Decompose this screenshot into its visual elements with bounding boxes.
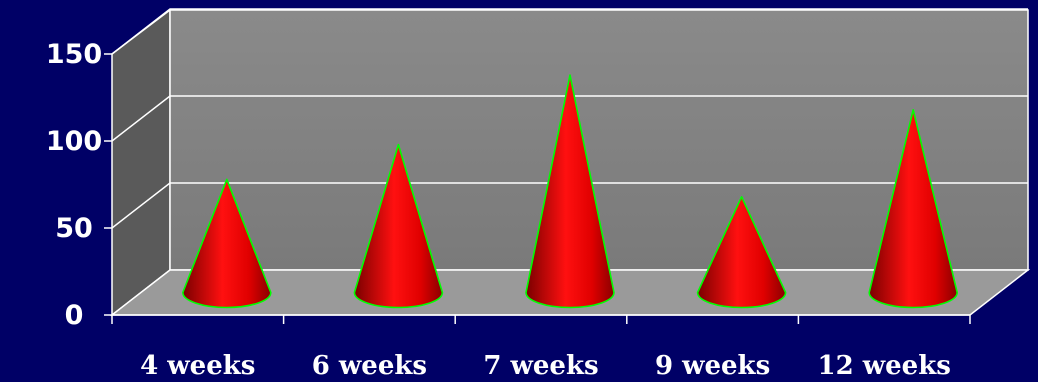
x-tick-labels: 4 weeks 6 weeks 7 weeks 9 weeks 12 weeks xyxy=(140,351,951,381)
cone-body xyxy=(696,196,787,309)
x-axis xyxy=(111,314,971,324)
gridline xyxy=(111,8,1028,55)
side-wall xyxy=(111,8,171,317)
gridlines xyxy=(111,8,1028,229)
gridline xyxy=(111,95,1028,142)
cone-4-weeks xyxy=(182,178,272,309)
cone-6-weeks xyxy=(353,143,444,309)
y-tick-label: 100 xyxy=(46,126,102,157)
cone-series xyxy=(182,74,958,309)
x-tick-label: 12 weeks xyxy=(818,351,951,381)
gridline xyxy=(111,182,1028,229)
y-tick-label: 50 xyxy=(55,213,93,244)
y-tick-label: 150 xyxy=(46,39,102,70)
x-tick-label: 7 weeks xyxy=(483,351,598,381)
cone-9-weeks xyxy=(696,196,787,309)
cone-7-weeks xyxy=(525,74,615,309)
cone-body xyxy=(525,74,615,309)
y-tick-label: 0 xyxy=(65,300,84,331)
cone-body xyxy=(182,178,272,309)
cone-body xyxy=(353,143,444,309)
cone-12-weeks xyxy=(868,109,958,309)
x-tick-label: 4 weeks xyxy=(140,351,255,381)
cone-body xyxy=(868,109,958,309)
x-tick-label: 6 weeks xyxy=(312,351,427,381)
y-axis: 0 50 100 150 xyxy=(46,39,112,331)
x-tick-label: 9 weeks xyxy=(655,351,770,381)
